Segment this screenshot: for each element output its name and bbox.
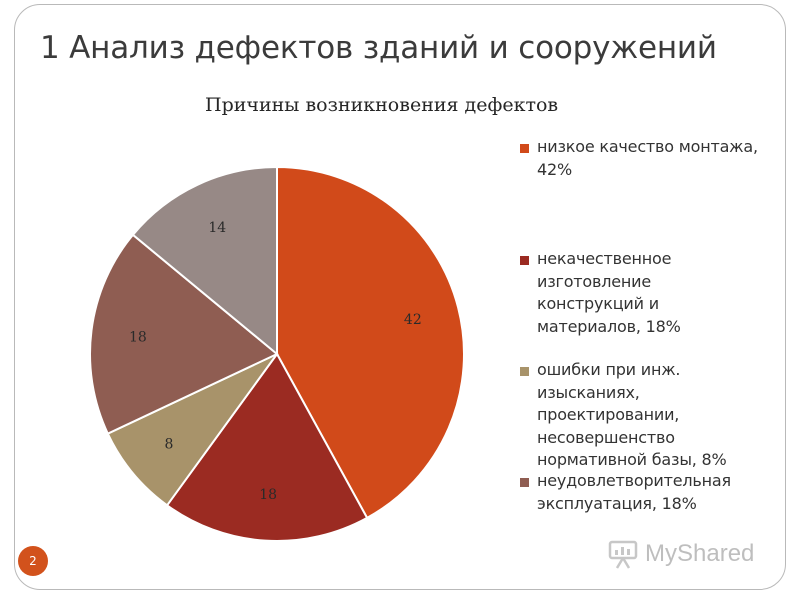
legend-label: низкое качество монтажа, 42% — [537, 137, 758, 179]
legend-swatch — [520, 144, 529, 153]
chart-title: Причины возникновения дефектов — [205, 94, 559, 116]
legend-label: неудовлетворительная эксплуатация, 18% — [537, 471, 731, 513]
legend-label: ошибки при инж. изысканиях, проектирован… — [537, 360, 727, 469]
watermark-text: MyShared — [645, 540, 755, 567]
pie-slice — [89, 233, 279, 435]
slide-title: 1 Анализ дефектов зданий и сооружений — [40, 30, 717, 66]
slice-data-label: 8 — [164, 436, 173, 452]
slice-data-label: 42 — [404, 312, 422, 328]
slide-number-badge: 2 — [18, 546, 48, 576]
legend-swatch — [520, 256, 529, 265]
slice-data-label: 18 — [129, 329, 147, 345]
slice-data-label: 14 — [208, 220, 226, 236]
slice-data-label: 18 — [259, 487, 277, 503]
legend-label: некачественное изготовление конструкций … — [537, 249, 681, 336]
pie-slice — [165, 352, 369, 542]
legend-swatch — [520, 478, 529, 487]
pie-slice — [276, 165, 465, 520]
pie-slice — [106, 353, 278, 507]
presentation-board-icon — [608, 540, 638, 569]
pie-slice — [131, 165, 278, 357]
legend-swatch — [520, 367, 529, 376]
